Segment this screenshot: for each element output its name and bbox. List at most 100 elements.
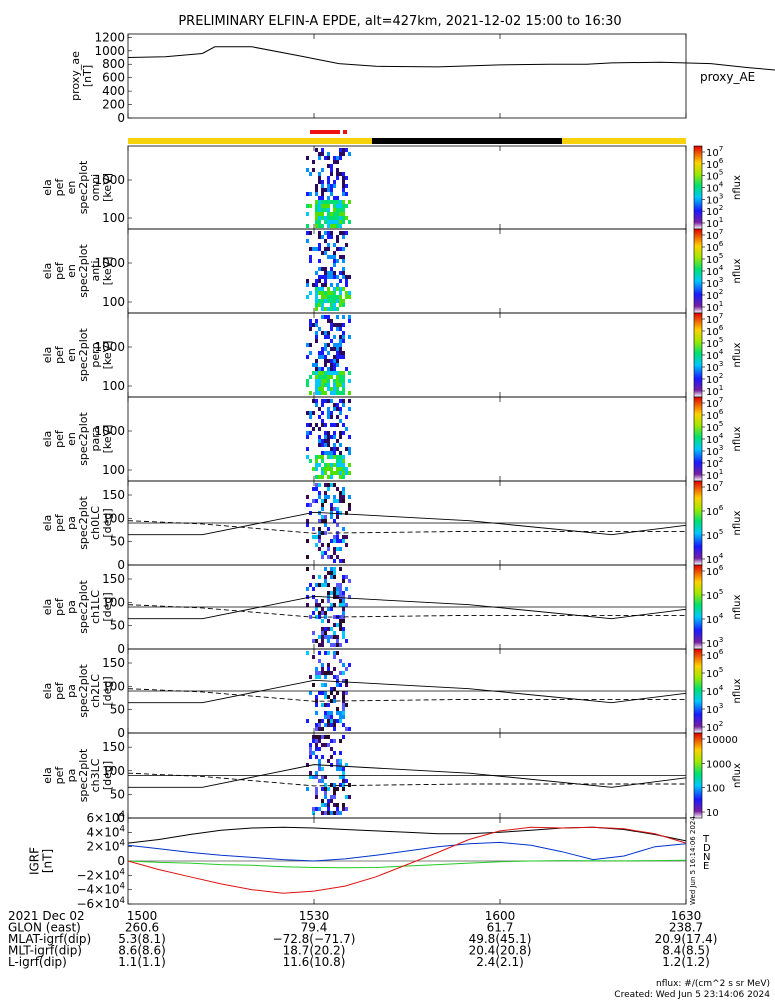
spectrogram-cell	[327, 711, 330, 715]
spectrogram-cell	[327, 275, 330, 279]
spectrogram-cell	[330, 172, 333, 176]
spectrogram-cell	[342, 735, 345, 739]
spectrogram-cell	[330, 411, 333, 415]
spectrogram-cell	[309, 391, 312, 395]
spectrogram-cell	[324, 551, 327, 555]
spectrogram-cell	[315, 711, 318, 715]
spectrogram-cell	[327, 243, 330, 247]
spectrogram-cell	[330, 799, 333, 803]
spectrogram-cell	[327, 591, 330, 595]
spectrogram-cell	[339, 475, 342, 479]
colorbar-label-text: nflux	[732, 510, 743, 535]
y-tick-label: 0	[117, 811, 125, 825]
spectrogram-cell	[342, 631, 345, 635]
spectrogram-cell	[330, 783, 333, 787]
spectrogram-cell	[330, 471, 333, 475]
colorbar	[693, 732, 703, 819]
spectrogram-cell	[324, 483, 327, 487]
spectrogram-cell	[312, 467, 315, 471]
spectrogram-cell	[309, 375, 312, 379]
spectrogram-cell	[327, 639, 330, 643]
spectrogram-cell	[315, 375, 318, 379]
spectrogram-cell	[336, 307, 339, 311]
y-tick-label: 50	[110, 535, 125, 549]
spectrogram-cell	[321, 599, 324, 603]
spectrogram-cell	[306, 343, 309, 347]
spectrogram-cell	[327, 583, 330, 587]
spectrogram-cell	[330, 811, 333, 815]
spectrogram-cell	[315, 455, 318, 459]
spectrogram-cell	[321, 803, 324, 807]
y-axis-label-line: pef	[53, 766, 66, 785]
spectrogram-cell	[330, 339, 333, 343]
spectrogram-cell	[315, 200, 318, 204]
spectrogram-cell	[339, 291, 342, 295]
y-tick-label: −4×104	[76, 882, 125, 897]
spectrogram-cell	[309, 751, 312, 755]
spectrogram-cell	[348, 152, 351, 156]
spectrogram-cell	[336, 423, 339, 427]
spectrogram-cell	[309, 771, 312, 775]
spectrogram-cell	[321, 267, 324, 271]
spectrogram-cell	[315, 735, 318, 739]
spectrogram-cell	[333, 435, 336, 439]
colorbar	[693, 396, 703, 482]
spectrogram-cell	[333, 295, 336, 299]
spectrogram-cell	[306, 156, 309, 160]
spectrogram-cell	[342, 615, 345, 619]
spectrogram-cell	[318, 643, 321, 647]
spectrogram-cell	[327, 188, 330, 192]
spectrogram-cell	[318, 267, 321, 271]
spectrogram-cell	[342, 715, 345, 719]
y-axis-label-line: pef	[53, 429, 66, 448]
spectrogram-cell	[315, 639, 318, 643]
spectrogram-cell	[339, 327, 342, 331]
spectrogram-cell	[339, 459, 342, 463]
colorbar-tick-label: 102	[706, 719, 723, 734]
y-axis-label-line: ela	[41, 347, 54, 364]
spectrogram-cell	[324, 299, 327, 303]
spectrogram-cell	[321, 379, 324, 383]
spectrogram-cell	[330, 415, 333, 419]
spectrogram-cell	[342, 220, 345, 224]
spectrogram-cell	[306, 212, 309, 216]
spectrogram-cell	[345, 543, 348, 547]
spectrogram-cell	[333, 359, 336, 363]
spectrogram-cell	[324, 331, 327, 335]
spectrogram-cell	[342, 287, 345, 291]
spectrogram-cell	[309, 615, 312, 619]
spectrogram-cell	[330, 475, 333, 479]
spectrogram-cell	[330, 267, 333, 271]
y-tick-label: 800	[102, 57, 125, 71]
colorbar-tick-label: 105	[706, 419, 723, 434]
spectrogram-cell	[306, 719, 309, 723]
spectrogram-cell	[333, 204, 336, 208]
spectrogram-cell	[318, 375, 321, 379]
colorbar-tick-label: 104	[706, 611, 724, 626]
spectrogram-cell	[315, 247, 318, 251]
spectrogram-cell	[327, 200, 330, 204]
spectrogram-cell	[342, 575, 345, 579]
spectrogram-cell	[339, 271, 342, 275]
side-timestamp-text: Wed Jun 5 16:14:06 2024	[689, 816, 697, 905]
spectrogram-cell	[324, 383, 327, 387]
spectrogram-cell	[315, 283, 318, 287]
spectrogram-cell	[348, 291, 351, 295]
spectrogram-cell	[324, 783, 327, 787]
spectrogram-axes	[127, 396, 687, 482]
spectrogram-cell	[336, 639, 339, 643]
spectrogram-cell	[345, 148, 348, 152]
spectrogram-cell	[318, 675, 321, 679]
spectrogram-cell	[330, 275, 333, 279]
spectrogram-cell	[339, 671, 342, 675]
spectrogram-cell	[345, 679, 348, 683]
spectrogram-cell	[333, 575, 336, 579]
spectrogram-cell	[327, 667, 330, 671]
spectrogram-cell	[306, 503, 309, 507]
spectrogram-cell	[318, 367, 321, 371]
spectrogram-cell	[324, 711, 327, 715]
spectrogram-cell	[312, 655, 315, 659]
spectrogram-cell	[309, 423, 312, 427]
spectrogram-cell	[336, 220, 339, 224]
spectrogram-cell	[330, 303, 333, 307]
